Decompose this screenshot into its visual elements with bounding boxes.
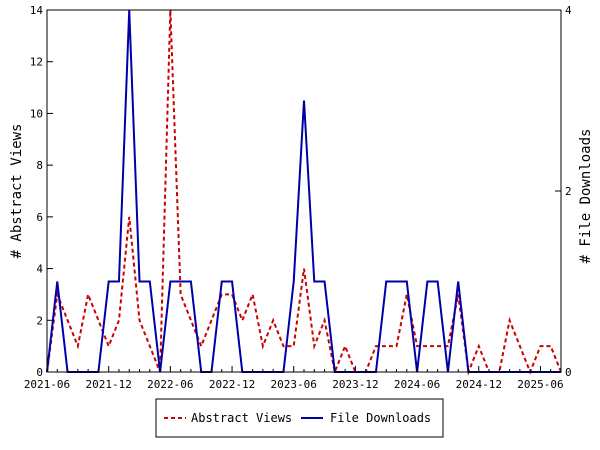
x-tick-label: 2023-06 <box>271 378 317 391</box>
x-tick-label: 2024-12 <box>456 378 502 391</box>
left-tick-label: 10 <box>30 107 43 120</box>
right-tick-label: 2 <box>565 185 572 198</box>
series-line-file-downloads <box>46 9 561 373</box>
left-axis-title: # Abstract Views <box>9 124 25 259</box>
left-tick-label: 2 <box>36 314 43 327</box>
right-axis-title: # File Downloads <box>578 129 594 264</box>
legend-label-file-downloads: File Downloads <box>330 411 431 425</box>
x-tick-label: 2022-06 <box>147 378 193 391</box>
legend-box <box>155 398 444 438</box>
right-axis-ticks: 0 2 4 <box>555 4 572 379</box>
x-tick-label: 2025-06 <box>517 378 563 391</box>
left-tick-label: 12 <box>30 56 43 69</box>
x-tick-label: 2021-06 <box>24 378 70 391</box>
x-tick-label: 2024-06 <box>394 378 440 391</box>
series-line-abstract-views <box>46 9 562 376</box>
left-tick-label: 8 <box>36 159 43 172</box>
x-axis-ticks: 2021-06 2021-12 2022-06 2022-12 2023-06 2023-… <box>24 366 564 391</box>
x-tick-label: 2023-12 <box>332 378 378 391</box>
right-tick-label: 4 <box>565 4 572 17</box>
plot-lines <box>46 9 562 376</box>
right-tick-label: 0 <box>565 366 572 379</box>
left-tick-label: 0 <box>36 366 43 379</box>
plot-frame <box>46 9 562 373</box>
left-tick-label: 14 <box>30 4 44 17</box>
legend-label-abstract-views: Abstract Views <box>191 411 292 425</box>
x-tick-label: 2021-12 <box>86 378 132 391</box>
x-tick-label: 2022-12 <box>209 378 255 391</box>
left-tick-label: 4 <box>36 263 43 276</box>
left-tick-label: 6 <box>36 211 43 224</box>
left-axis-ticks: 0 2 4 6 8 10 12 14 <box>30 4 53 379</box>
legend: Abstract Views File Downloads <box>155 398 444 438</box>
